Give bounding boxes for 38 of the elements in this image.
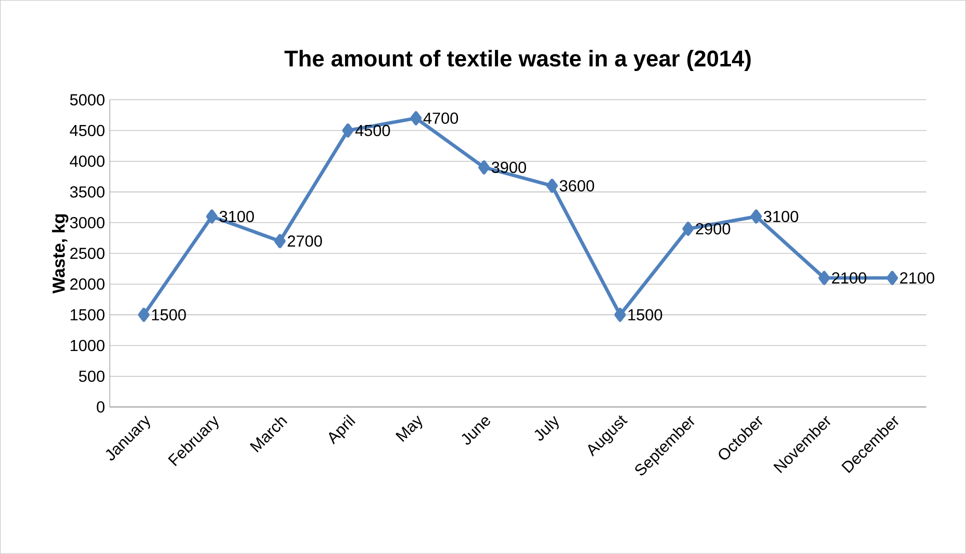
point bbox=[274, 234, 286, 248]
data-label: 2100 bbox=[900, 272, 934, 284]
y-tick-label: 0 bbox=[96, 401, 104, 413]
y-tick-label: 4000 bbox=[70, 156, 104, 167]
y-axis-title: Waste, kg bbox=[52, 214, 68, 294]
data-label: 1500 bbox=[628, 309, 662, 321]
data-label: 3100 bbox=[764, 210, 798, 222]
point bbox=[478, 160, 490, 175]
y-tick-label: 2000 bbox=[70, 278, 104, 290]
x-tick-label: May bbox=[396, 416, 422, 442]
data-label: 1500 bbox=[152, 309, 186, 321]
data-label: 4700 bbox=[423, 112, 458, 124]
y-tick-label: 500 bbox=[79, 370, 104, 382]
point bbox=[206, 210, 218, 224]
x-tick-label: July bbox=[534, 416, 559, 441]
point bbox=[682, 222, 694, 236]
data-label: 4500 bbox=[355, 124, 390, 136]
point bbox=[750, 210, 762, 224]
data-label: 3100 bbox=[220, 210, 254, 222]
point bbox=[818, 270, 830, 286]
point bbox=[886, 270, 898, 286]
y-tick-label: 4500 bbox=[70, 124, 104, 136]
point bbox=[614, 308, 626, 322]
data-label: 3600 bbox=[560, 180, 594, 192]
y-tick-label: 1500 bbox=[70, 309, 104, 321]
y-tick-label: 2500 bbox=[70, 248, 104, 260]
data-label: 2900 bbox=[696, 223, 730, 235]
y-tick-label: 1000 bbox=[70, 340, 104, 352]
point bbox=[342, 124, 354, 138]
chart-title: The amount of textile waste in a year (2014) bbox=[284, 50, 751, 72]
y-tick-label: 3500 bbox=[70, 186, 104, 198]
point bbox=[138, 308, 150, 322]
data-label: 3900 bbox=[492, 162, 526, 174]
y-tick-label: 5000 bbox=[70, 94, 104, 106]
point bbox=[410, 111, 422, 126]
point bbox=[546, 178, 558, 193]
data-label: 2700 bbox=[288, 236, 322, 247]
y-tick-label: 3000 bbox=[70, 217, 104, 228]
